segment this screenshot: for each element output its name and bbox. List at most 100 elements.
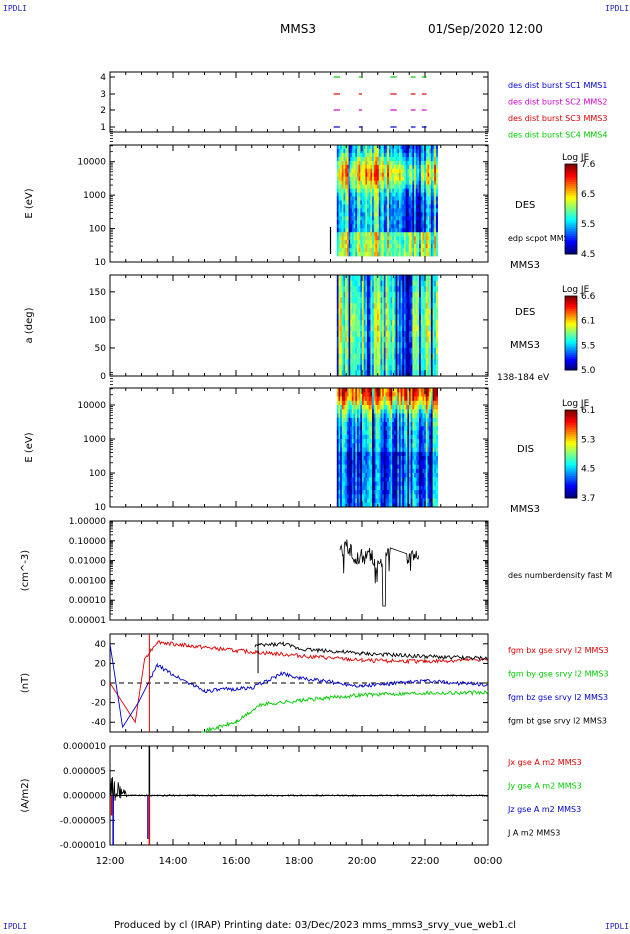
dis-energy-heatmap-cell [375, 405, 378, 410]
des-pitch-heatmap-cell [382, 347, 385, 354]
des-pitch-heatmap-cell [370, 331, 373, 338]
dis-energy-heatmap-cell [430, 502, 433, 508]
dis-energy-heatmap-cell [363, 456, 366, 461]
des-energy-heatmap-cell [429, 244, 432, 249]
des-energy-heatmap-cell [373, 236, 376, 241]
des-energy-heatmap-cell [402, 208, 405, 213]
dis-energy-heatmap-cell [412, 460, 415, 465]
des-energy-heatmap-cell [340, 184, 343, 189]
dis-energy-heatmap-cell [432, 396, 435, 402]
des-pitch-heatmap-cell [407, 280, 410, 287]
des-energy-scpot-label: edp scpot MMS3 [508, 234, 574, 243]
des-energy-heatmap-cell [417, 216, 420, 221]
des-energy-heatmap-cell [405, 212, 408, 217]
dis-energy-heatmap-cell [407, 443, 410, 448]
des-energy-heatmap-cell [395, 248, 398, 253]
des-energy-heatmap-cell [348, 156, 351, 162]
des-pitch-colorbar-segment [565, 338, 577, 341]
dis-energy-colorbar-segment [565, 458, 577, 462]
dis-energy-heatmap-cell [377, 464, 380, 470]
dis-energy-heatmap-cell [367, 451, 370, 457]
dis-energy-heatmap-cell [351, 473, 354, 478]
dis-energy-heatmap-cell [430, 451, 433, 457]
des-energy-heatmap-cell [353, 192, 356, 197]
dis-energy-heatmap-cell [387, 464, 390, 470]
des-pitch-heatmap-cell [348, 291, 351, 298]
dis-energy-heatmap-cell [367, 498, 370, 504]
des-pitch-heatmap-cell [395, 325, 398, 332]
dis-energy-heatmap-cell [397, 468, 400, 474]
dis-energy-heatmap-cell [412, 434, 415, 440]
dis-energy-heatmap-cell [363, 460, 366, 465]
des-energy-colorbar-segment [565, 247, 577, 250]
des-energy-heatmap-cell [345, 168, 348, 174]
dis-energy-heatmap-cell [425, 502, 428, 508]
dis-energy-heatmap-cell [434, 490, 437, 495]
dis-energy-heatmap-cell [427, 498, 430, 504]
dis-energy-heatmap-cell [362, 388, 365, 393]
des-energy-heatmap-cell [372, 180, 375, 186]
dis-energy-colorbar-segment [565, 432, 577, 435]
des-pitch-heatmap-cell [346, 325, 349, 332]
dis-energy-heatmap-cell [400, 388, 403, 393]
dis-energy-heatmap-cell [380, 498, 383, 504]
dis-energy-heatmap-cell [367, 439, 370, 444]
des-energy-heatmap-cell [340, 168, 343, 174]
des-energy-heatmap-cell [405, 149, 408, 154]
dis-energy-heatmap-cell [397, 494, 400, 499]
des-pitch-heatmap-cell [351, 364, 354, 371]
des-energy-heatmap-cell [414, 168, 417, 174]
dis-energy-heatmap-cell [348, 464, 351, 470]
des-energy-heatmap-cell [367, 168, 370, 174]
des-pitch-heatmap-cell [370, 286, 373, 293]
des-pitch-heatmap-cell [435, 370, 438, 377]
dis-energy-heatmap-cell [375, 485, 378, 491]
des-pitch-heatmap-cell [409, 286, 412, 293]
dis-energy-heatmap-cell [429, 388, 432, 393]
des-pitch-heatmap-cell [393, 319, 396, 326]
dis-energy-heatmap-cell [346, 473, 349, 478]
des-energy-heatmap-cell [353, 212, 356, 217]
des-energy-heatmap-cell [424, 160, 427, 166]
des-energy-colorbar-segment [565, 206, 577, 210]
des-energy-heatmap-cell [383, 184, 386, 189]
des-energy-heatmap-cell [370, 232, 373, 237]
des-energy-heatmap-cell [362, 149, 365, 154]
des-energy-heatmap-cell [393, 168, 396, 174]
dis-energy-heatmap-cell [392, 422, 395, 427]
des-energy-heatmap-cell [353, 152, 356, 158]
dis-energy-heatmap-cell [343, 413, 346, 419]
dis-energy-heatmap-cell [425, 485, 428, 491]
des-energy-heatmap-cell [422, 240, 425, 245]
des-energy-heatmap-cell [405, 188, 408, 193]
des-pitch-heatmap-cell [395, 308, 398, 315]
dis-energy-heatmap-cell [345, 422, 348, 427]
des-pitch-heatmap-cell [377, 359, 380, 366]
dis-energy-heatmap-cell [424, 439, 427, 444]
dis-energy-heatmap-cell [387, 451, 390, 457]
dis-energy-heatmap-cell [420, 413, 423, 419]
des-energy-heatmap-cell [370, 228, 373, 233]
des-pitch-heatmap-cell [420, 325, 423, 332]
dis-energy-heatmap-cell [435, 477, 438, 482]
dis-energy-heatmap-cell [353, 426, 356, 431]
des-pitch-heatmap-cell [390, 353, 393, 360]
dis-energy-heatmap-cell [377, 434, 380, 440]
des-energy-heatmap-cell [395, 220, 398, 225]
des-energy-heatmap-cell [395, 188, 398, 193]
dis-energy-heatmap-cell [346, 426, 349, 431]
corner-label-tr: IPDLI [605, 4, 630, 13]
des-pitch-heatmap-cell [410, 297, 413, 304]
dis-energy-heatmap-cell [378, 498, 381, 504]
des-pitch-heatmap-cell [372, 280, 375, 287]
des-energy-heatmap-cell [420, 252, 423, 257]
des-energy-heatmap-cell [388, 208, 391, 213]
dis-energy-heatmap-cell [346, 468, 349, 474]
dis-energy-heatmap-cell [357, 417, 360, 423]
des-pitch-heatmap-cell [375, 325, 378, 332]
des-pitch-heatmap-cell [338, 319, 341, 326]
des-pitch-colorbar-segment [565, 327, 577, 330]
dis-energy-heatmap-cell [387, 396, 390, 402]
des-energy-heatmap-cell [395, 176, 398, 182]
dis-energy-heatmap-cell [407, 473, 410, 478]
